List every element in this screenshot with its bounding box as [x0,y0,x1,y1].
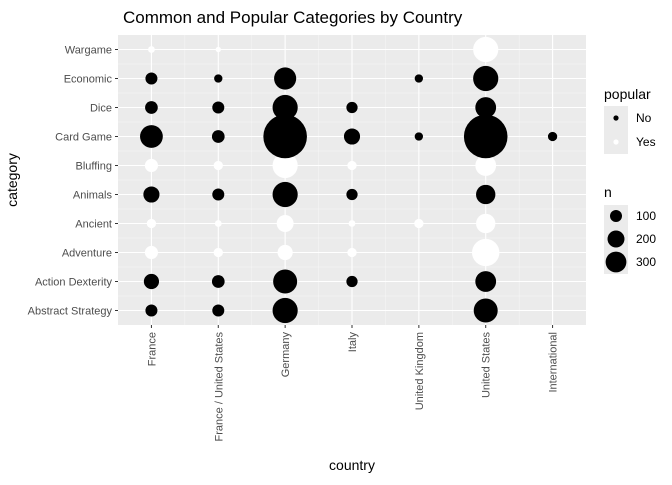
x-tick-label: Germany [280,332,292,378]
data-point [476,213,496,234]
data-point [274,67,297,90]
legend-color-title: popular [604,86,651,102]
data-point [276,215,294,232]
y-tick-label: Dice [90,103,112,115]
data-point [547,131,558,142]
x-tick-label: France [146,332,158,366]
legend-key-dot [613,139,619,145]
y-axis: Abstract Strategy Action Dexterity Adventu… [28,45,118,318]
data-point [346,188,358,201]
data-point [212,101,225,114]
y-axis-label: category [4,153,20,207]
data-point [473,36,499,63]
legend-size-dot [607,230,625,248]
data-point [144,245,159,260]
data-point [346,275,358,288]
data-point [214,220,222,227]
legend-size-title: n [604,184,612,200]
data-point [146,218,157,229]
data-point [211,275,225,288]
x-tick-label: United Kingdom [414,332,426,410]
data-point [148,46,155,53]
x-tick-label: France / United States [213,332,225,442]
data-points [140,36,558,324]
x-tick-label: United States [481,332,493,399]
data-point [476,184,496,205]
legend: popular No Yes n 100 200 300 [604,86,656,274]
data-point [475,155,497,176]
chart-title: Common and Popular Categories by Country [123,8,463,27]
data-point [143,186,160,203]
legend-size-label: 100 [636,209,656,223]
legend-color-label: Yes [636,135,656,149]
legend-color-label: No [636,111,652,125]
data-point [277,244,293,261]
data-point [144,158,159,173]
data-point [215,46,221,53]
data-point [463,114,508,159]
data-point [212,304,225,317]
data-point [347,160,357,171]
y-tick-label: Animals [73,190,113,202]
x-axis: France France / United States Germany Italy… [146,325,560,442]
data-point [414,218,424,229]
data-point [347,247,357,258]
data-point [348,220,356,227]
data-point [143,273,160,290]
data-point [343,128,361,145]
data-point [346,101,358,114]
data-point [145,304,158,317]
data-point [212,188,225,201]
data-point [272,297,298,324]
data-point [472,238,500,267]
data-point [213,160,223,171]
y-tick-label: Wargame [65,45,112,57]
y-tick-label: Abstract Strategy [28,306,113,318]
y-tick-label: Economic [64,74,113,86]
legend-size-dot [605,251,627,273]
data-point [473,65,499,92]
data-point [263,114,307,159]
data-point [414,132,424,141]
legend-size-dot [610,210,622,222]
data-point [475,97,497,118]
data-point [473,298,498,323]
data-point [145,101,158,114]
x-tick-label: International [548,332,560,393]
data-point [272,152,298,179]
y-tick-label: Bluffing [76,161,113,173]
legend-size-label: 300 [636,255,656,269]
data-point [211,130,225,143]
y-tick-label: Card Game [55,132,112,144]
legend-size-label: 200 [636,232,656,246]
data-point [214,74,223,83]
legend-key-dot [613,115,619,121]
data-point [213,247,223,258]
data-point [140,125,163,148]
data-point [272,94,298,121]
data-point [272,181,298,208]
data-point [145,72,158,85]
data-point [273,269,298,294]
data-point [475,271,497,292]
x-tick-label: Italy [347,332,359,353]
x-axis-label: country [329,457,375,473]
y-tick-label: Ancient [75,219,112,231]
y-tick-label: Action Dexterity [35,277,113,289]
y-tick-label: Adventure [62,248,112,260]
data-point [414,74,424,83]
